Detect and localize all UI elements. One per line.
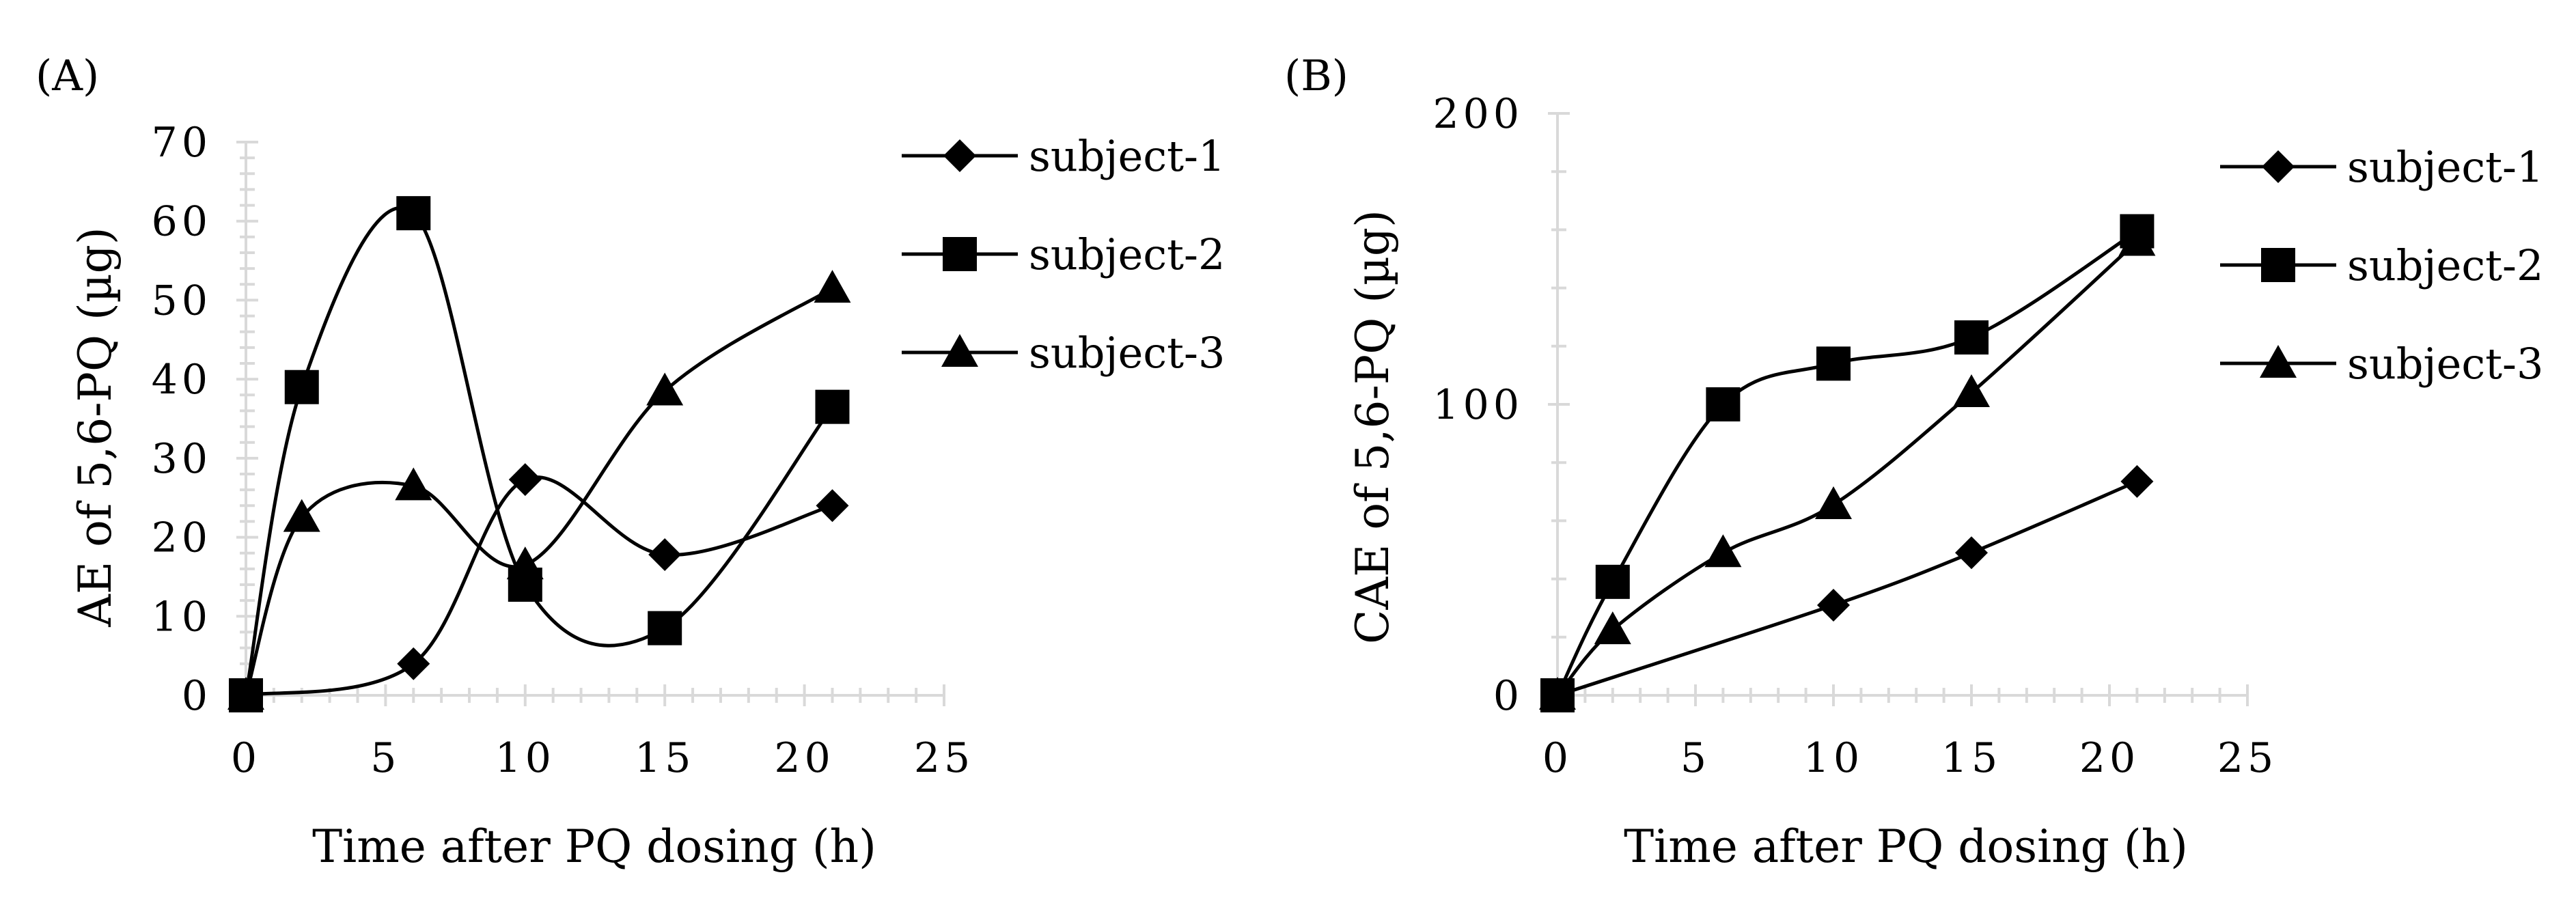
chart-b-point-subject-3: [1953, 374, 1990, 407]
chart-b-axes: 0 100 200 0 5 10 15 20 25: [1432, 90, 2277, 782]
chart-a: (A) 0 10 20 30 40 50 60 70 0 5 10 15 20 25 Time after…: [36, 51, 1225, 873]
chart-b-point-subject-2: [1595, 564, 1630, 599]
chart-a-series: [227, 196, 851, 712]
chart-a-point-subject-3: [506, 546, 544, 580]
panel-label-b: (B): [1284, 51, 1348, 100]
chart-b-point-subject-2: [1954, 320, 1989, 355]
chart-a-series-line-subject-2: [244, 206, 834, 696]
chart-b-point-subject-2: [1816, 346, 1851, 381]
chart-a-x-tick-label: 5: [370, 734, 400, 782]
chart-a-x-tick-label: 15: [635, 734, 695, 782]
chart-a-point-subject-1: [648, 538, 682, 572]
chart-a-legend-label-subject-1: subject-1: [1029, 131, 1225, 181]
chart-a-y-tick-label: 0: [182, 672, 212, 720]
chart-a-y-tick-label: 40: [152, 356, 212, 404]
chart-a-x-tick-label: 0: [231, 734, 261, 782]
chart-b-point-subject-1: [1955, 536, 1988, 570]
chart-a-x-tick-label: 20: [774, 734, 834, 782]
chart-a-point-subject-2: [815, 389, 850, 424]
chart-b-legend-label-subject-3: subject-3: [2347, 339, 2543, 389]
chart-b-x-tick-label: 5: [1680, 734, 1711, 782]
chart-b-legend-marker-subject-1: [2262, 150, 2295, 183]
chart-a-point-subject-2: [284, 370, 319, 404]
chart-a-point-subject-3: [283, 499, 320, 532]
chart-b-x-axis-title: Time after PQ dosing (h): [1624, 820, 2188, 873]
chart-a-y-axis-title: AE of 5,6-PQ (µg): [69, 227, 122, 627]
chart-a-point-subject-2: [648, 611, 682, 645]
chart-b-point-subject-1: [1817, 588, 1850, 622]
chart-a-x-axis-title: Time after PQ dosing (h): [312, 820, 876, 873]
chart-b-point-subject-3: [1594, 611, 1631, 645]
chart-a-axes: 0 10 20 30 40 50 60 70 0 5 10 15 20 25: [152, 119, 974, 782]
chart-a-legend-marker-subject-2: [943, 237, 977, 271]
chart-a-point-subject-3: [814, 270, 851, 303]
chart-b-legend-marker-subject-3: [2260, 345, 2297, 378]
chart-a-point-subject-1: [508, 463, 542, 497]
chart-b-y-axis-title: CAE of 5,6-PQ (µg): [1346, 210, 1399, 644]
chart-b-legend: subject-1 subject-2 subject-3: [2220, 142, 2543, 389]
chart-a-point-subject-3: [646, 372, 684, 406]
chart-b-series-line-subject-2: [1555, 230, 2138, 697]
chart-a-legend-marker-subject-1: [943, 139, 976, 172]
chart-b-point-subject-3: [1704, 534, 1742, 568]
chart-b-x-tick-label: 10: [1803, 734, 1864, 782]
chart-b-series-line-subject-1: [1557, 479, 2138, 697]
chart-b-point-subject-3: [1815, 486, 1852, 519]
chart-a-x-tick-label: 25: [914, 734, 974, 782]
chart-a-point-subject-3: [227, 677, 264, 710]
chart-a-y-tick-label: 70: [152, 119, 212, 167]
chart-a-series-line-subject-3: [244, 286, 833, 696]
panel-label-a: (A): [36, 51, 99, 100]
chart-a-legend-label-subject-2: subject-2: [1029, 230, 1225, 279]
chart-a-y-tick-label: 50: [152, 277, 212, 324]
chart-b-legend-label-subject-1: subject-1: [2347, 142, 2543, 192]
chart-b-series-line-subject-3: [1556, 240, 2139, 697]
chart-b-point-subject-3: [1539, 677, 1576, 710]
chart-a-legend: subject-1 subject-2 subject-3: [902, 131, 1225, 378]
chart-a-point-subject-3: [395, 467, 432, 501]
chart-b-series: [1539, 214, 2156, 712]
chart-b-y-tick-label: 100: [1432, 381, 1523, 429]
chart-b-y-tick-label: 0: [1493, 672, 1523, 720]
chart-b-point-subject-1: [2120, 464, 2154, 498]
chart-a-point-subject-2: [396, 196, 431, 231]
chart-a-y-tick-label: 10: [152, 593, 212, 641]
chart-b-point-subject-2: [1706, 387, 1741, 421]
chart-a-point-subject-1: [397, 647, 430, 680]
chart-a-y-tick-label: 60: [152, 198, 212, 246]
chart-b: (B) 0 100 200 0 5 10 15 20 25 Time after PQ dosi…: [1284, 51, 2543, 873]
chart-b-y-tick-label: 200: [1432, 90, 1523, 138]
chart-a-point-subject-1: [816, 489, 849, 523]
chart-a-legend-label-subject-3: subject-3: [1029, 328, 1225, 378]
chart-b-point-subject-3: [2118, 223, 2156, 256]
chart-b-legend-label-subject-2: subject-2: [2347, 240, 2543, 290]
chart-b-x-tick-label: 25: [2217, 734, 2277, 782]
chart-b-x-tick-label: 20: [2079, 734, 2139, 782]
chart-a-x-tick-label: 10: [495, 734, 555, 782]
chart-b-legend-marker-subject-2: [2261, 248, 2295, 282]
chart-a-y-tick-label: 20: [152, 514, 212, 562]
chart-a-y-tick-label: 30: [152, 435, 212, 483]
chart-b-x-tick-label: 0: [1542, 734, 1573, 782]
chart-a-legend-marker-subject-3: [941, 334, 978, 367]
chart-b-x-tick-label: 15: [1941, 734, 2002, 782]
